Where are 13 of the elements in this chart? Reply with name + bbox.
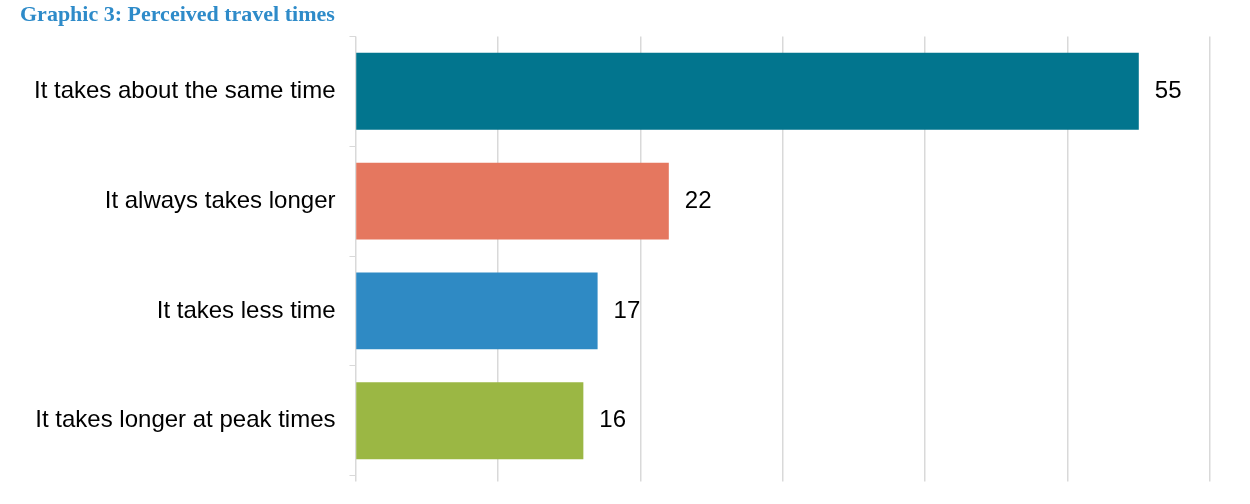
data-label: 55 bbox=[1154, 75, 1182, 103]
data-label: 17 bbox=[613, 295, 641, 323]
bar bbox=[356, 52, 1139, 130]
bar bbox=[356, 272, 598, 350]
bar bbox=[356, 162, 669, 240]
y-tick-label: It always takes longer bbox=[104, 185, 336, 213]
data-label: 16 bbox=[599, 405, 627, 433]
y-tick-label: It takes about the same time bbox=[33, 75, 336, 103]
data-label: 22 bbox=[684, 185, 712, 213]
y-tick-label: It takes longer at peak times bbox=[35, 405, 336, 433]
text: Graphic 3: Perceived travel times bbox=[20, 0, 336, 26]
bar bbox=[356, 382, 584, 460]
y-tick-label: It takes less time bbox=[156, 295, 336, 323]
